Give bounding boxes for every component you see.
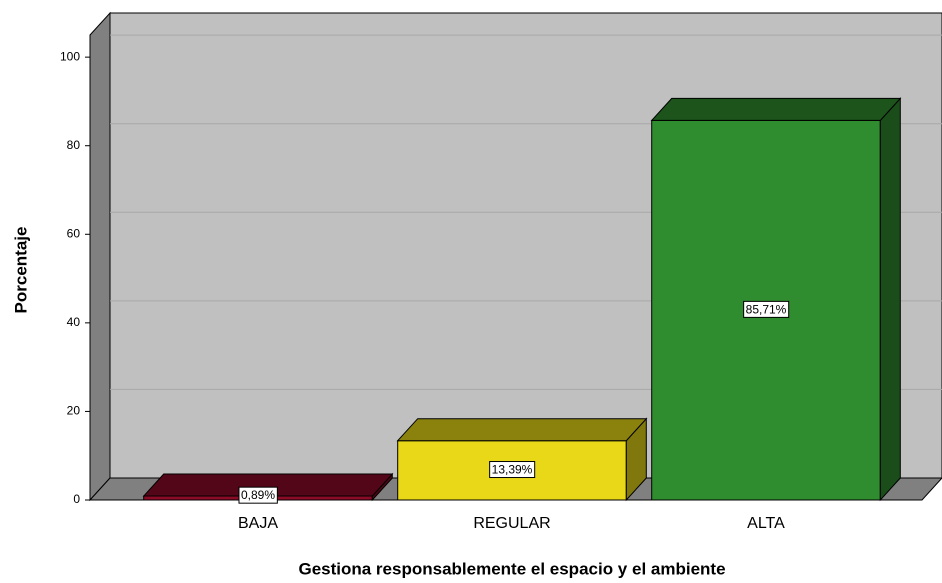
value-label-box <box>489 461 536 479</box>
value-label: 0,89% <box>241 488 275 502</box>
y-tick-label: 40 <box>67 315 81 329</box>
bar-top <box>396 418 648 442</box>
y-tick-label: 80 <box>67 138 81 152</box>
value-label: 13,39% <box>492 463 533 477</box>
bar <box>650 97 902 502</box>
left-wall <box>89 11 111 502</box>
bar <box>142 472 394 502</box>
y-tick-label: 60 <box>67 226 81 240</box>
value-label-box <box>743 300 790 318</box>
bar <box>396 417 648 502</box>
x-tick-label: REGULAR <box>473 515 550 532</box>
y-tick-label: 0 <box>73 492 80 506</box>
y-tick-label: 20 <box>67 404 81 418</box>
y-tick-label: 100 <box>60 49 80 63</box>
x-axis-title: Gestiona responsablemente el espacio y e… <box>298 559 725 578</box>
bar-side <box>879 97 901 502</box>
value-label-box <box>238 486 278 504</box>
value-label: 85,71% <box>746 302 787 316</box>
bar-top <box>142 473 394 497</box>
bar-top <box>650 97 902 121</box>
x-tick-label: ALTA <box>747 515 785 532</box>
y-axis-title: Porcentaje <box>11 227 30 314</box>
x-tick-label: BAJA <box>238 515 278 532</box>
